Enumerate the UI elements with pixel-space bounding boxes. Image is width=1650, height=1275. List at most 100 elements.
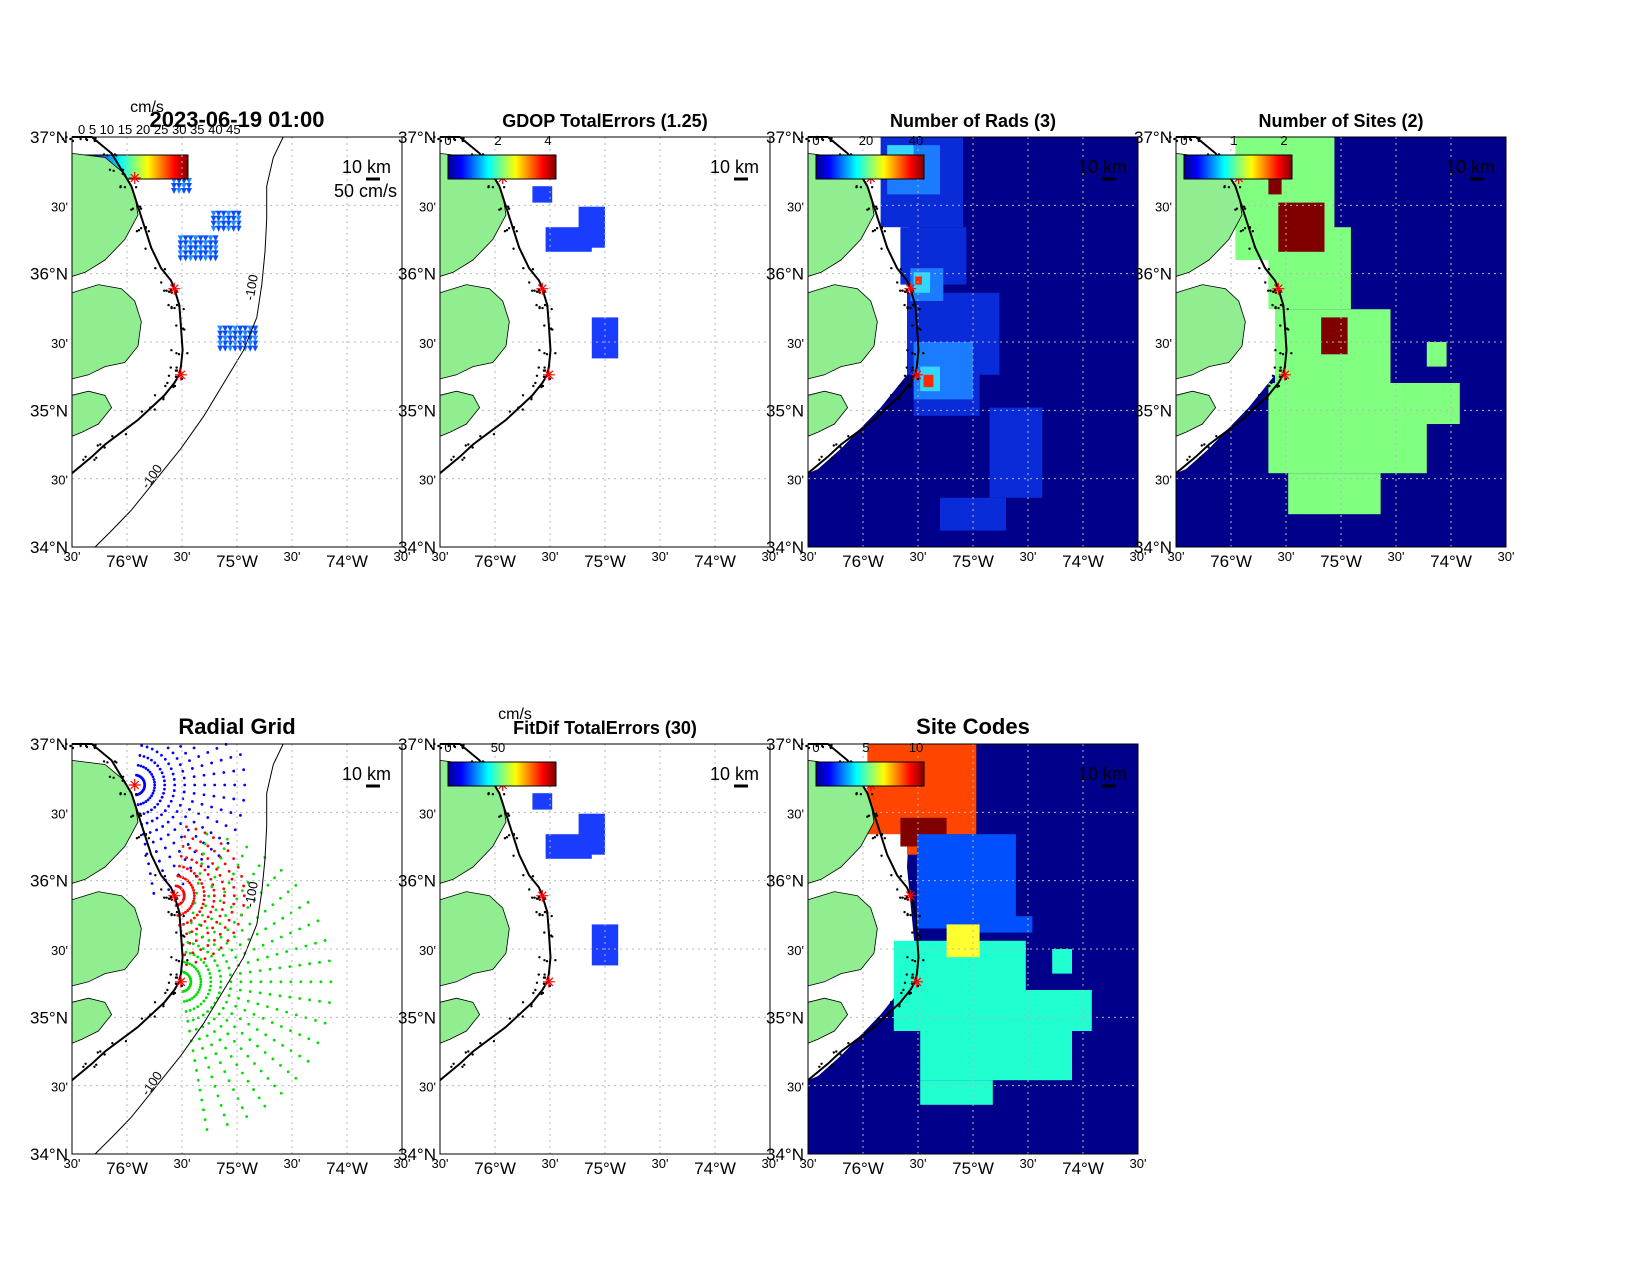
island-dot [914,304,917,308]
island-dot [899,289,902,292]
current-vector [210,225,217,232]
current-vector [197,250,204,257]
radial-grid-point [220,880,224,884]
island-dot [1274,349,1277,352]
island-dot [178,304,181,308]
island-dot [899,896,902,899]
island-dot [452,744,456,748]
current-vector [242,325,249,332]
radial-grid-point [178,864,181,868]
radial-grid-point [192,916,196,920]
island-dot [1279,352,1282,355]
radial-grid-point [272,922,276,925]
radial-grid-point [142,755,146,758]
current-vector [207,235,214,242]
radial-grid-point [215,820,219,824]
radial-grid-point [226,928,230,932]
island-dot [153,394,157,397]
radial-grid-point [212,894,216,898]
radial-grid-point [182,776,186,780]
current-vector [232,325,239,332]
sites-two [1268,424,1427,474]
radial-grid-point [219,974,222,978]
radial-grid-point [198,923,201,927]
radial-grid-point [147,862,150,866]
island-dot [93,1065,96,1069]
radial-grid-point [232,931,236,935]
island-dot [175,352,178,355]
island-dot [1248,247,1251,250]
island-dot [1279,303,1283,307]
lat-tick-label: 37°N [30,735,68,754]
island-dot [889,408,892,411]
radial-grid-point [229,973,232,977]
island-dot [147,837,151,840]
island-dot [831,1063,834,1067]
radial-grid-point [185,825,188,829]
radial-grid-point [196,990,200,994]
radial-grid-point [204,964,208,968]
radial-grid-point [207,894,211,898]
radial-grid-point [207,1021,211,1025]
island-dot [447,137,450,141]
panel-nsites: 37°N30'36°N30'35°N30'34°N30' 76°W 30' 75°W 3… [1134,111,1514,571]
radial-grid-point [219,946,223,950]
radial-grid-point [294,883,298,887]
current-vector [217,325,224,332]
radial-grid-point [232,885,236,889]
current-vector [207,240,214,247]
radial-grid-point [241,889,244,893]
radial-grid-point [202,1108,205,1112]
lat-tick-label: 34°N [1134,538,1172,557]
radial-grid-point [207,938,211,942]
radial-grid-point [153,786,156,790]
radial-grid-point [213,1030,216,1033]
radial-grid-point [328,1001,331,1005]
radar-site-marker [1272,282,1285,295]
current-vector [197,235,204,242]
island-dot [177,353,181,356]
colorbar-tick-label: 50 [491,740,505,755]
land-area [71,390,113,437]
axes-frame [439,743,771,1155]
island-dot [866,208,869,211]
radial-grid-point [196,955,200,959]
colorbar-unit-label: cm/s [498,706,532,723]
radial-grid-point [210,954,213,958]
scale-bar-label: 10 km [710,764,759,784]
radial-grid-point [242,904,246,907]
vector-scale-label: 50 cm/s [334,181,397,201]
island-dot [911,324,914,327]
radial-grid-point [172,841,176,845]
island-dot [818,1065,821,1069]
radial-grid-point [154,850,158,853]
radial-grid-point [289,931,292,935]
island-dot [512,227,515,230]
radial-grid-point [206,1010,210,1013]
radial-grid-point [198,985,202,989]
radial-grid-point [226,841,230,845]
radial-grid-point [188,1008,192,1012]
radar-site-marker [128,779,141,791]
island-dot [1207,446,1210,449]
island-dot [537,973,540,976]
radial-grid-point [278,966,282,970]
radial-grid-point [237,996,240,1000]
lat-tick-label: 30' [787,806,804,821]
radial-grid-point [158,859,161,863]
island-dot [554,959,557,962]
island-dot [508,410,512,413]
coastline [71,743,184,1081]
lon-tick-label: 30' [800,549,817,564]
radial-grid-point [200,802,204,806]
radial-grid-point [203,842,207,846]
lat-tick-label: 30' [419,473,436,488]
radial-grid-point [136,763,140,767]
panel-title: GDOP TotalErrors (1.25) [502,111,707,131]
radial-grid-point [275,952,279,956]
radial-grid-point [184,751,187,755]
land-area [71,759,139,884]
radial-grid-point [242,798,246,802]
radial-grid-point [214,1052,218,1056]
radial-grid-point [246,961,250,964]
